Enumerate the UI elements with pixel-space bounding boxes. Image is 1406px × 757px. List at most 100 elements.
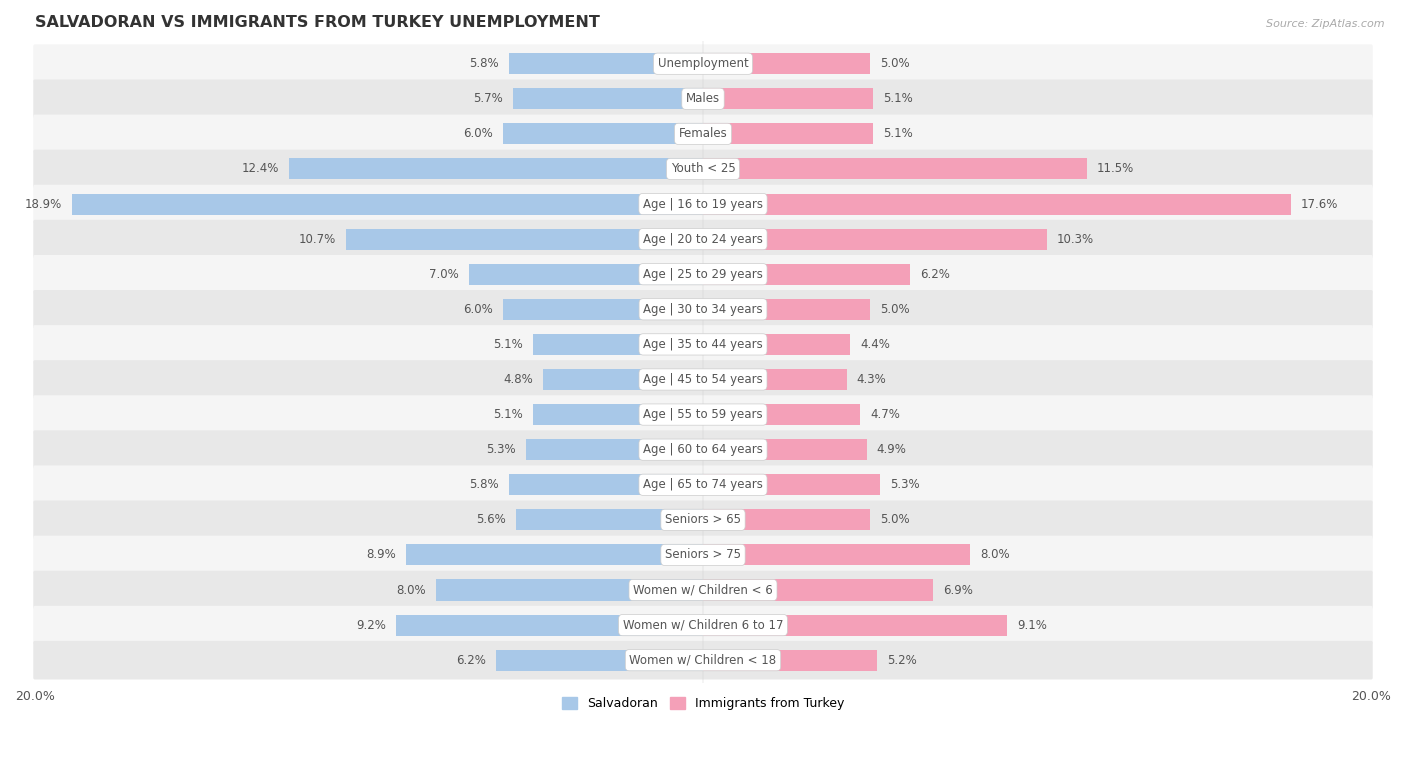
Bar bbox=[703, 158, 1087, 179]
Text: Males: Males bbox=[686, 92, 720, 105]
FancyBboxPatch shape bbox=[34, 641, 1372, 680]
Text: 4.3%: 4.3% bbox=[856, 373, 886, 386]
Text: 6.0%: 6.0% bbox=[463, 303, 492, 316]
FancyBboxPatch shape bbox=[34, 360, 1372, 399]
Bar bbox=[703, 650, 877, 671]
Text: 5.0%: 5.0% bbox=[880, 58, 910, 70]
Text: Age | 55 to 59 years: Age | 55 to 59 years bbox=[643, 408, 763, 421]
Text: Youth < 25: Youth < 25 bbox=[671, 163, 735, 176]
Text: 5.8%: 5.8% bbox=[470, 478, 499, 491]
Text: 11.5%: 11.5% bbox=[1097, 163, 1135, 176]
Text: Seniors > 65: Seniors > 65 bbox=[665, 513, 741, 526]
Text: Age | 16 to 19 years: Age | 16 to 19 years bbox=[643, 198, 763, 210]
Bar bbox=[703, 263, 910, 285]
Text: 10.7%: 10.7% bbox=[298, 232, 336, 245]
Bar bbox=[703, 439, 866, 460]
Bar bbox=[703, 53, 870, 74]
FancyBboxPatch shape bbox=[34, 466, 1372, 504]
Text: 8.0%: 8.0% bbox=[396, 584, 426, 597]
Bar bbox=[703, 229, 1047, 250]
Text: 12.4%: 12.4% bbox=[242, 163, 278, 176]
Text: 4.9%: 4.9% bbox=[877, 443, 907, 456]
Text: Women w/ Children < 18: Women w/ Children < 18 bbox=[630, 654, 776, 667]
Bar bbox=[516, 509, 703, 531]
FancyBboxPatch shape bbox=[34, 290, 1372, 329]
Text: 5.0%: 5.0% bbox=[880, 303, 910, 316]
Text: 5.0%: 5.0% bbox=[880, 513, 910, 526]
FancyBboxPatch shape bbox=[34, 325, 1372, 363]
FancyBboxPatch shape bbox=[34, 255, 1372, 294]
Bar bbox=[533, 404, 703, 425]
Bar bbox=[703, 404, 860, 425]
Bar bbox=[502, 123, 703, 145]
Text: Age | 65 to 74 years: Age | 65 to 74 years bbox=[643, 478, 763, 491]
Text: Women w/ Children 6 to 17: Women w/ Children 6 to 17 bbox=[623, 618, 783, 631]
Text: 4.7%: 4.7% bbox=[870, 408, 900, 421]
Bar bbox=[703, 580, 934, 600]
Text: 18.9%: 18.9% bbox=[24, 198, 62, 210]
Text: 6.0%: 6.0% bbox=[463, 127, 492, 140]
FancyBboxPatch shape bbox=[34, 45, 1372, 83]
Bar bbox=[703, 369, 846, 390]
Text: 10.3%: 10.3% bbox=[1057, 232, 1094, 245]
Bar bbox=[703, 615, 1007, 636]
Text: 9.2%: 9.2% bbox=[356, 618, 385, 631]
Legend: Salvadoran, Immigrants from Turkey: Salvadoran, Immigrants from Turkey bbox=[557, 692, 849, 715]
FancyBboxPatch shape bbox=[34, 114, 1372, 153]
Text: 8.0%: 8.0% bbox=[980, 548, 1010, 562]
Bar bbox=[703, 509, 870, 531]
Text: Age | 45 to 54 years: Age | 45 to 54 years bbox=[643, 373, 763, 386]
Text: Seniors > 75: Seniors > 75 bbox=[665, 548, 741, 562]
Text: Age | 30 to 34 years: Age | 30 to 34 years bbox=[643, 303, 763, 316]
Text: Age | 60 to 64 years: Age | 60 to 64 years bbox=[643, 443, 763, 456]
Bar bbox=[703, 334, 851, 355]
Text: Source: ZipAtlas.com: Source: ZipAtlas.com bbox=[1267, 19, 1385, 29]
Bar bbox=[703, 299, 870, 320]
Text: Age | 35 to 44 years: Age | 35 to 44 years bbox=[643, 338, 763, 351]
Bar bbox=[543, 369, 703, 390]
Text: 5.3%: 5.3% bbox=[486, 443, 516, 456]
FancyBboxPatch shape bbox=[34, 79, 1372, 118]
Text: 6.2%: 6.2% bbox=[456, 654, 486, 667]
Text: Unemployment: Unemployment bbox=[658, 58, 748, 70]
Text: 5.1%: 5.1% bbox=[494, 338, 523, 351]
Text: 5.1%: 5.1% bbox=[494, 408, 523, 421]
Text: 5.3%: 5.3% bbox=[890, 478, 920, 491]
Text: 6.9%: 6.9% bbox=[943, 584, 973, 597]
FancyBboxPatch shape bbox=[34, 571, 1372, 609]
Bar bbox=[346, 229, 703, 250]
Bar bbox=[509, 53, 703, 74]
Text: SALVADORAN VS IMMIGRANTS FROM TURKEY UNEMPLOYMENT: SALVADORAN VS IMMIGRANTS FROM TURKEY UNE… bbox=[35, 15, 600, 30]
Text: 6.2%: 6.2% bbox=[920, 268, 950, 281]
Text: 5.2%: 5.2% bbox=[887, 654, 917, 667]
Text: Age | 20 to 24 years: Age | 20 to 24 years bbox=[643, 232, 763, 245]
Text: Age | 25 to 29 years: Age | 25 to 29 years bbox=[643, 268, 763, 281]
FancyBboxPatch shape bbox=[34, 220, 1372, 258]
Text: Women w/ Children < 6: Women w/ Children < 6 bbox=[633, 584, 773, 597]
Text: 5.1%: 5.1% bbox=[883, 127, 912, 140]
Bar bbox=[533, 334, 703, 355]
Text: 5.1%: 5.1% bbox=[883, 92, 912, 105]
Bar bbox=[703, 194, 1291, 214]
FancyBboxPatch shape bbox=[34, 606, 1372, 644]
Text: 4.8%: 4.8% bbox=[503, 373, 533, 386]
Bar bbox=[496, 650, 703, 671]
Bar bbox=[436, 580, 703, 600]
Text: 7.0%: 7.0% bbox=[429, 268, 460, 281]
Bar bbox=[509, 474, 703, 495]
Text: 9.1%: 9.1% bbox=[1017, 618, 1047, 631]
Text: 17.6%: 17.6% bbox=[1301, 198, 1339, 210]
Text: 8.9%: 8.9% bbox=[366, 548, 395, 562]
FancyBboxPatch shape bbox=[34, 395, 1372, 434]
FancyBboxPatch shape bbox=[34, 150, 1372, 188]
Bar bbox=[703, 123, 873, 145]
FancyBboxPatch shape bbox=[34, 536, 1372, 575]
Text: 5.8%: 5.8% bbox=[470, 58, 499, 70]
FancyBboxPatch shape bbox=[34, 500, 1372, 539]
Bar bbox=[703, 89, 873, 109]
Bar bbox=[502, 299, 703, 320]
Bar bbox=[288, 158, 703, 179]
Text: 4.4%: 4.4% bbox=[860, 338, 890, 351]
Text: 5.6%: 5.6% bbox=[477, 513, 506, 526]
FancyBboxPatch shape bbox=[34, 431, 1372, 469]
